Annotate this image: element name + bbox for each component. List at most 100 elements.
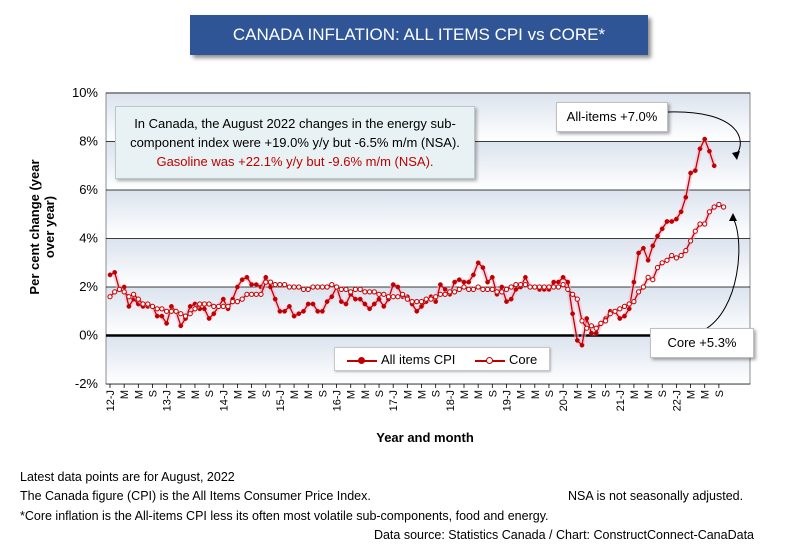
all-items-point (622, 313, 627, 319)
x-tick-label: 20-J (558, 390, 570, 411)
note-highlight: Gasoline was +22.1% y/y but -9.6% m/m (N… (156, 154, 434, 169)
core-point (131, 291, 137, 297)
all-items-point (508, 296, 514, 302)
core-point (319, 284, 325, 290)
core-point (362, 289, 368, 295)
core-point (598, 320, 604, 326)
all-items-point (287, 304, 292, 309)
core-point (272, 282, 278, 288)
all-items-point (485, 279, 490, 285)
all-items-point (683, 194, 689, 200)
core-point (418, 299, 425, 305)
y-axis-label-text: Per cent change (year over year) (27, 159, 57, 295)
all-items-point (376, 296, 382, 302)
all-items-point (296, 311, 302, 317)
core-point (499, 289, 505, 295)
legend-core-swatch (475, 356, 505, 366)
x-tick-label: S (487, 390, 499, 397)
core-arrow-head (729, 213, 737, 221)
all-items-point (551, 279, 557, 285)
core-point (367, 289, 373, 295)
core-point (126, 294, 132, 300)
core-point (442, 291, 448, 297)
x-tick-label: 16-J (332, 390, 344, 411)
all-items-point (570, 311, 575, 317)
x-tick-label: 22-J (671, 390, 683, 411)
x-tick-label: M (232, 390, 244, 399)
all-items-point (659, 226, 665, 232)
x-tick-label: M (190, 390, 202, 399)
all-items-point (617, 316, 623, 321)
core-point (357, 286, 363, 292)
x-tick-label: M (247, 390, 259, 399)
x-tick-label: S (374, 390, 386, 397)
all-items-point (206, 316, 212, 321)
all-items-point (475, 260, 481, 266)
core-point (621, 303, 628, 309)
legend-all-items-label: All items CPI (381, 352, 456, 367)
x-tick-label: S (431, 390, 443, 397)
core-point (178, 311, 184, 317)
all-items-point (291, 313, 297, 319)
core-point (201, 301, 207, 307)
core-point (466, 286, 472, 292)
core-point (404, 296, 410, 302)
all-items-point (471, 272, 476, 278)
all-items-point (480, 265, 486, 270)
x-tick-label: S (261, 390, 273, 397)
x-tick-label: M (572, 390, 584, 399)
all-items-arrow-head (732, 151, 740, 160)
core-point (385, 294, 392, 300)
core-point (654, 265, 661, 271)
core-point (626, 301, 632, 307)
y-axis-label: Per cent change (year over year) (27, 147, 57, 307)
core-point (343, 286, 349, 292)
all-items-point (107, 272, 113, 278)
all-items-point (164, 321, 169, 326)
core-point (116, 286, 123, 292)
all-items-point (244, 274, 250, 280)
all-items-point (702, 136, 708, 142)
all-items-point (593, 330, 599, 336)
core-point (206, 301, 212, 307)
all-items-point (178, 323, 184, 329)
x-tick-label: M (530, 390, 542, 399)
footnote-nsa: NSA is not seasonally adjusted. (568, 489, 744, 503)
legend-all-items-swatch (347, 356, 377, 366)
core-point (607, 311, 613, 317)
core-point (135, 296, 141, 302)
x-tick-label: S (601, 390, 613, 397)
core-point (168, 308, 174, 314)
core-point (423, 296, 429, 302)
footnote-cpi: The Canada figure (CPI) is the All Items… (20, 489, 371, 503)
core-point (688, 238, 694, 244)
core-point (324, 284, 330, 290)
footnote-latest: Latest data points are for August, 2022 (20, 470, 235, 484)
all-items-point (362, 301, 368, 307)
all-items-point (371, 301, 377, 307)
core-point (277, 282, 283, 288)
all-items-point (263, 274, 269, 280)
core-point (381, 291, 387, 297)
all-items-point (112, 270, 118, 275)
all-items-point (220, 296, 226, 302)
core-point (197, 301, 203, 307)
x-tick-label: M (289, 390, 301, 399)
core-point (588, 323, 595, 329)
core-point (513, 282, 519, 288)
core-point (409, 299, 415, 305)
x-tick-label: M (700, 390, 712, 399)
core-point (291, 284, 297, 290)
core-point (447, 289, 453, 295)
core-point (334, 284, 340, 290)
core-point (437, 291, 443, 297)
core-point (121, 289, 127, 295)
core-point (182, 313, 189, 319)
all-items-point (707, 148, 712, 154)
all-items-point (329, 294, 335, 300)
x-tick-label: M (346, 390, 358, 399)
x-tick-label: 17-J (388, 390, 400, 411)
x-tick-label: S (544, 390, 556, 397)
core-point (461, 284, 467, 290)
all-items-point (688, 170, 693, 176)
